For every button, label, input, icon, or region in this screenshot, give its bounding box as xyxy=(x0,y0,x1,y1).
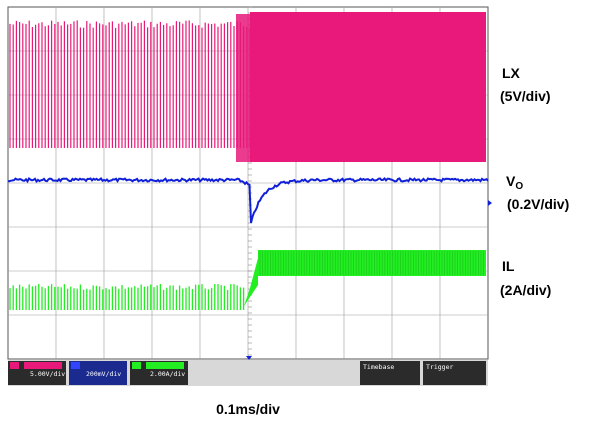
lx-trace xyxy=(9,12,486,162)
il-ripple-before xyxy=(9,284,245,310)
timebase-label: 0.1ms/div xyxy=(216,401,280,417)
trigger-readout-label: Trigger xyxy=(426,363,453,371)
vo-trace xyxy=(7,177,489,224)
il-scale-label: (2A/div) xyxy=(500,282,551,298)
ch2-scale: 200mV/div xyxy=(86,370,121,378)
il-label: IL xyxy=(502,258,515,274)
il-trace xyxy=(9,250,486,310)
vo-scale-label: (0.2V/div) xyxy=(507,196,569,212)
lx-high-region xyxy=(250,12,486,162)
lx-transition xyxy=(236,14,250,162)
timebase-readout xyxy=(360,361,420,385)
trigger-marker xyxy=(246,356,252,360)
lx-pulses xyxy=(9,20,251,148)
ch3-scale: 2.00A/div xyxy=(150,370,185,378)
vo-offset-marker xyxy=(488,200,492,206)
vo-label: VO xyxy=(506,173,523,192)
status-bar: 5.00V/div 200mV/div 2.00A/div Timebase T… xyxy=(8,360,488,386)
trigger-readout xyxy=(423,361,486,385)
timebase-readout-label: Timebase xyxy=(363,363,394,371)
lx-label: LX xyxy=(502,65,521,81)
il-ripple-after xyxy=(259,251,484,275)
ch1-scale: 5.00V/div xyxy=(30,370,65,378)
lx-scale-label: (5V/div) xyxy=(500,88,551,104)
